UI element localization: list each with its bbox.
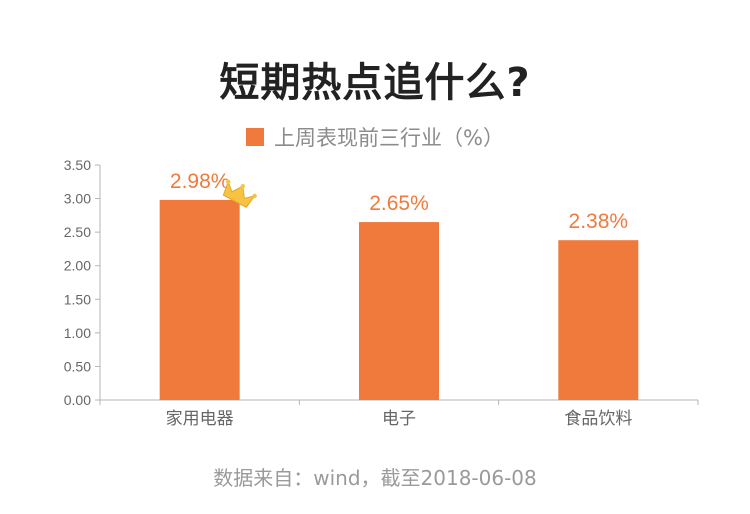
legend-label: 上周表现前三行业（%） — [274, 126, 504, 150]
y-tick-label: 0.50 — [64, 358, 91, 374]
y-tick-label: 2.50 — [64, 224, 91, 240]
bar — [159, 199, 240, 400]
y-tick-label: 3.00 — [64, 191, 91, 207]
bar — [558, 240, 639, 400]
y-tick-label: 0.00 — [64, 392, 91, 408]
y-tick-label: 1.50 — [64, 291, 91, 307]
y-tick-label: 3.50 — [64, 157, 91, 173]
category-label: 家用电器 — [166, 409, 234, 429]
category-label: 食品饮料 — [564, 409, 632, 429]
legend-swatch — [246, 128, 265, 146]
source-note: 数据来自：wind，截至2018-06-08 — [213, 466, 537, 490]
y-tick-label: 2.00 — [64, 258, 91, 274]
bar — [359, 222, 439, 400]
data-label: 2.38% — [569, 210, 629, 233]
y-tick-label: 1.00 — [64, 325, 91, 341]
data-label: 2.98% — [170, 170, 230, 193]
legend: 上周表现前三行业（%） — [0, 122, 750, 152]
data-label: 2.65% — [369, 192, 429, 215]
crown-icon — [222, 179, 257, 208]
chart-title: 短期热点追什么? — [219, 60, 531, 106]
category-label: 电子 — [382, 409, 416, 429]
